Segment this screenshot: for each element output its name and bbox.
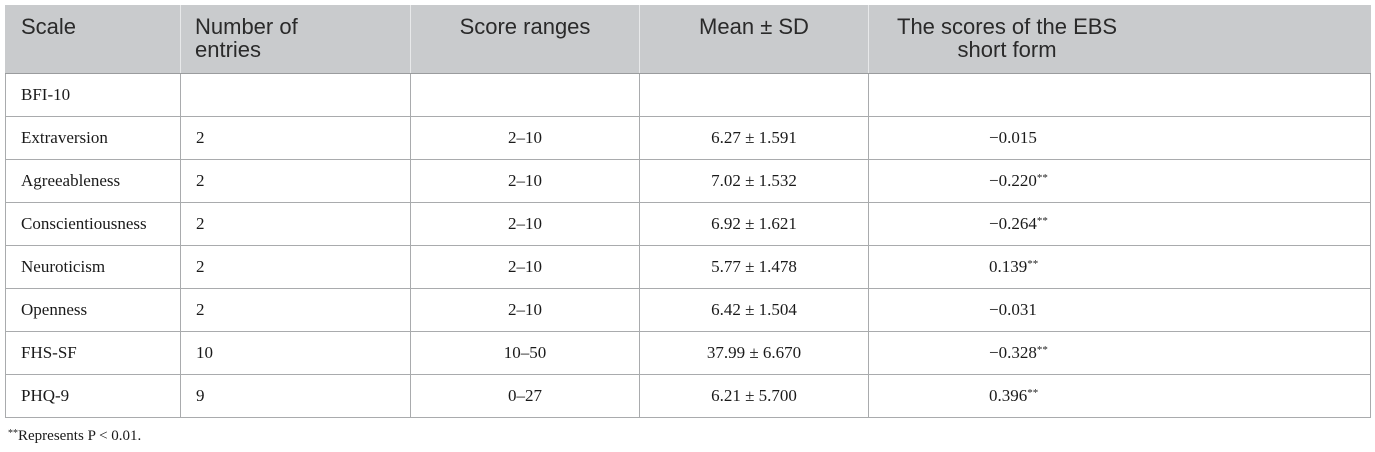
- significance-marker: **: [1036, 214, 1048, 227]
- cell-ebs-score: 0.139**: [868, 244, 1371, 289]
- cell-ebs-score: −0.264**: [868, 201, 1371, 246]
- cell-scale: FHS-SF: [5, 330, 181, 375]
- table-row: Openness 2 2–10 6.42 ± 1.504 −0.031: [5, 287, 1371, 332]
- cell-mean-sd: 6.92 ± 1.621: [639, 201, 869, 246]
- scale-statistics-table: Scale Number of entries Score ranges Mea…: [5, 5, 1371, 418]
- cell-scale: BFI-10: [5, 72, 181, 117]
- cell-ebs-score: −0.328**: [868, 330, 1371, 375]
- cell-ebs-score: 0.396**: [868, 373, 1371, 418]
- cell-entries: 2: [180, 244, 411, 289]
- ebs-score-value: −0.328: [989, 342, 1037, 362]
- header-scale: Scale: [5, 5, 181, 74]
- ebs-score-value: −0.031: [989, 299, 1037, 319]
- header-ebs-scores-line2: short form: [957, 37, 1057, 62]
- cell-scale: Agreeableness: [5, 158, 181, 203]
- cell-ebs-score: [868, 72, 1371, 117]
- data-table-container: Scale Number of entries Score ranges Mea…: [5, 5, 1371, 418]
- cell-entries: 2: [180, 287, 411, 332]
- cell-entries: 2: [180, 201, 411, 246]
- header-ebs-scores-line1: The scores of the EBS: [897, 14, 1118, 39]
- footnote-text: Represents P < 0.01.: [18, 428, 142, 444]
- header-row: Scale Number of entries Score ranges Mea…: [5, 5, 1371, 74]
- cell-mean-sd: 6.42 ± 1.504: [639, 287, 869, 332]
- significance-marker: **: [1036, 171, 1048, 184]
- cell-entries: 2: [180, 115, 411, 160]
- header-number-of-entries: Number of entries: [180, 5, 411, 74]
- table-row: FHS-SF 10 10–50 37.99 ± 6.670 −0.328**: [5, 330, 1371, 375]
- footnote-marker: **: [8, 428, 18, 439]
- cell-mean-sd: 5.77 ± 1.478: [639, 244, 869, 289]
- cell-mean-sd: 7.02 ± 1.532: [639, 158, 869, 203]
- cell-mean-sd: 37.99 ± 6.670: [639, 330, 869, 375]
- cell-mean-sd: 6.21 ± 5.700: [639, 373, 869, 418]
- cell-ebs-score: −0.220**: [868, 158, 1371, 203]
- ebs-score-value: −0.264: [989, 213, 1037, 233]
- significance-marker: **: [1036, 343, 1048, 356]
- cell-score-range: [410, 72, 640, 117]
- significance-marker: **: [1027, 386, 1039, 399]
- cell-score-range: 2–10: [410, 201, 640, 246]
- cell-entries: 2: [180, 158, 411, 203]
- header-number-of-entries-line2: entries: [195, 37, 262, 62]
- ebs-score-value: −0.015: [989, 127, 1037, 147]
- table-row: BFI-10: [5, 72, 1371, 117]
- cell-score-range: 0–27: [410, 373, 640, 418]
- header-ebs-scores-text: The scores of the EBS short form: [897, 15, 1117, 61]
- cell-scale: Extraversion: [5, 115, 181, 160]
- cell-scale: Neuroticism: [5, 244, 181, 289]
- header-number-of-entries-line1: Number of: [195, 14, 298, 39]
- cell-score-range: 2–10: [410, 244, 640, 289]
- cell-entries: [180, 72, 411, 117]
- table-row: Neuroticism 2 2–10 5.77 ± 1.478 0.139**: [5, 244, 1371, 289]
- cell-score-range: 2–10: [410, 115, 640, 160]
- table-row: Extraversion 2 2–10 6.27 ± 1.591 −0.015: [5, 115, 1371, 160]
- significance-marker: **: [1027, 257, 1039, 270]
- ebs-score-value: 0.396: [989, 385, 1028, 405]
- header-ebs-scores: The scores of the EBS short form: [868, 5, 1371, 74]
- table-footnote: **Represents P < 0.01.: [8, 428, 141, 445]
- ebs-score-value: 0.139: [989, 256, 1028, 276]
- cell-score-range: 10–50: [410, 330, 640, 375]
- cell-entries: 9: [180, 373, 411, 418]
- table-row: Agreeableness 2 2–10 7.02 ± 1.532 −0.220**: [5, 158, 1371, 203]
- header-mean-sd: Mean ± SD: [639, 5, 869, 74]
- header-score-ranges: Score ranges: [410, 5, 640, 74]
- cell-mean-sd: [639, 72, 869, 117]
- cell-mean-sd: 6.27 ± 1.591: [639, 115, 869, 160]
- cell-ebs-score: −0.015: [868, 115, 1371, 160]
- cell-score-range: 2–10: [410, 287, 640, 332]
- cell-score-range: 2–10: [410, 158, 640, 203]
- table-header: Scale Number of entries Score ranges Mea…: [5, 5, 1371, 74]
- ebs-score-value: −0.220: [989, 170, 1037, 190]
- cell-scale: PHQ-9: [5, 373, 181, 418]
- cell-scale: Openness: [5, 287, 181, 332]
- table-row: PHQ-9 9 0–27 6.21 ± 5.700 0.396**: [5, 373, 1371, 418]
- cell-scale: Conscientiousness: [5, 201, 181, 246]
- table-row: Conscientiousness 2 2–10 6.92 ± 1.621 −0.264…: [5, 201, 1371, 246]
- table-body: BFI-10 Extraversion 2 2–10 6.27 ± 1.591 −0.01…: [5, 72, 1371, 418]
- cell-ebs-score: −0.031: [868, 287, 1371, 332]
- cell-entries: 10: [180, 330, 411, 375]
